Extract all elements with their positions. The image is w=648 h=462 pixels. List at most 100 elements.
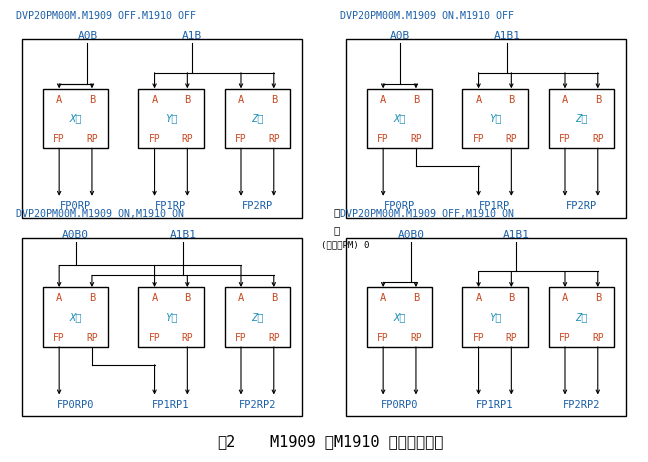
Text: A0B: A0B (389, 31, 410, 41)
Text: FP: FP (472, 333, 485, 343)
Text: B: B (413, 293, 419, 303)
Text: A1B1: A1B1 (502, 230, 529, 240)
Text: FP0RP0: FP0RP0 (57, 400, 95, 409)
Text: A0B: A0B (77, 31, 98, 41)
Bar (549, 89, 614, 148)
Text: RP: RP (410, 333, 422, 343)
Text: B: B (413, 95, 419, 104)
Text: Z轴: Z轴 (251, 312, 264, 322)
Text: X轴: X轴 (69, 312, 82, 322)
Text: Z轴: Z轴 (575, 312, 588, 322)
Text: A: A (380, 293, 386, 303)
Text: A0B0: A0B0 (398, 230, 425, 240)
Text: A: A (152, 293, 157, 303)
Text: FP: FP (53, 134, 65, 144)
Text: FP0RP0: FP0RP0 (381, 400, 419, 409)
Text: A: A (476, 293, 481, 303)
Text: RP: RP (592, 134, 604, 144)
Text: FP2RP: FP2RP (566, 201, 597, 211)
Bar (43, 89, 108, 148)
Text: FP: FP (235, 333, 247, 343)
Bar (462, 287, 527, 347)
Text: FP: FP (559, 333, 571, 343)
Text: FP2RP: FP2RP (242, 201, 273, 211)
Text: RP: RP (86, 134, 98, 144)
Text: A1B1: A1B1 (493, 31, 520, 41)
Text: A: A (562, 95, 568, 104)
Text: FP: FP (377, 134, 389, 144)
Text: RP: RP (181, 134, 193, 144)
Bar (367, 287, 432, 347)
Text: X轴: X轴 (393, 114, 406, 123)
Text: RP: RP (505, 333, 517, 343)
Text: RP: RP (86, 333, 98, 343)
Text: DVP20PM00M.M1909 OFF.M1910 OFF: DVP20PM00M.M1909 OFF.M1910 OFF (16, 11, 196, 21)
Text: 虚: 虚 (334, 207, 340, 217)
Bar (225, 89, 290, 148)
Bar (138, 287, 203, 347)
Text: Y轴: Y轴 (165, 312, 177, 322)
Text: 图2: 图2 (218, 434, 236, 449)
Text: RP: RP (410, 134, 422, 144)
Text: A1B: A1B (181, 31, 202, 41)
Text: FP: FP (377, 333, 389, 343)
Text: FP: FP (53, 333, 65, 343)
Text: RP: RP (505, 134, 517, 144)
Text: B: B (184, 95, 191, 104)
Text: (前一台PM) 0: (前一台PM) 0 (321, 241, 369, 249)
Text: A: A (152, 95, 157, 104)
Text: B: B (271, 95, 277, 104)
Text: FP: FP (235, 134, 247, 144)
Bar (225, 287, 290, 347)
Text: X轴: X轴 (393, 312, 406, 322)
Text: A1B1: A1B1 (169, 230, 196, 240)
Text: A: A (56, 293, 62, 303)
Text: FP1RP: FP1RP (156, 201, 187, 211)
Text: A: A (56, 95, 62, 104)
Text: RP: RP (181, 333, 193, 343)
Text: DVP20PM00M.M1909 ON,M1910 ON: DVP20PM00M.M1909 ON,M1910 ON (16, 209, 184, 219)
Text: FP2RP2: FP2RP2 (562, 400, 600, 409)
Text: RP: RP (268, 333, 280, 343)
Text: RP: RP (268, 134, 280, 144)
Text: A: A (562, 293, 568, 303)
Text: Y轴: Y轴 (489, 114, 501, 123)
Text: FP: FP (148, 134, 161, 144)
Text: B: B (508, 95, 515, 104)
Text: B: B (595, 293, 601, 303)
Text: Z轴: Z轴 (575, 114, 588, 123)
Text: DVP20PM00M.M1909 ON.M1910 OFF: DVP20PM00M.M1909 ON.M1910 OFF (340, 11, 515, 21)
Text: Y轴: Y轴 (165, 114, 177, 123)
Bar (138, 89, 203, 148)
Bar (43, 287, 108, 347)
Bar (367, 89, 432, 148)
Bar (462, 89, 527, 148)
Text: A: A (238, 293, 244, 303)
Text: Z轴: Z轴 (251, 114, 264, 123)
Text: FP1RP1: FP1RP1 (152, 400, 190, 409)
Text: A: A (238, 95, 244, 104)
Text: A: A (380, 95, 386, 104)
Text: FP2RP2: FP2RP2 (238, 400, 276, 409)
Text: B: B (89, 293, 95, 303)
Text: DVP20PM00M.M1909 OFF,M1910 ON: DVP20PM00M.M1909 OFF,M1910 ON (340, 209, 515, 219)
Text: FP1RP: FP1RP (480, 201, 511, 211)
Text: FP0RP: FP0RP (384, 201, 415, 211)
Text: B: B (508, 293, 515, 303)
Text: X轴: X轴 (69, 114, 82, 123)
Text: B: B (595, 95, 601, 104)
Text: FP0RP: FP0RP (60, 201, 91, 211)
Bar (549, 287, 614, 347)
Text: FP: FP (148, 333, 161, 343)
Text: B: B (271, 293, 277, 303)
Text: FP1RP1: FP1RP1 (476, 400, 514, 409)
Text: A0B0: A0B0 (62, 230, 89, 240)
Text: Y轴: Y轴 (489, 312, 501, 322)
Text: FP: FP (559, 134, 571, 144)
Text: A: A (476, 95, 481, 104)
Text: RP: RP (592, 333, 604, 343)
Text: 轴: 轴 (334, 225, 340, 236)
Text: B: B (184, 293, 191, 303)
Text: B: B (89, 95, 95, 104)
Text: M1909 和M1910 的相关连线图: M1909 和M1910 的相关连线图 (270, 434, 443, 449)
